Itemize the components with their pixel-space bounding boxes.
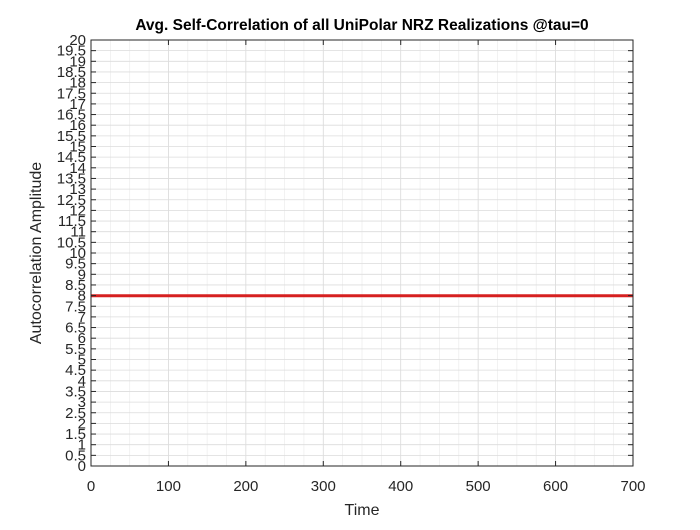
x-tick-label: 600 [543,478,568,495]
y-tick-label: 13 [69,181,86,198]
y-tick-label: 8.5 [65,277,86,294]
y-tick-label: 11.5 [58,213,86,230]
y-tick-label: 1.5 [65,426,86,443]
y-tick-label: 9.5 [65,256,86,273]
y-tick-label: 15.5 [57,128,86,145]
y-tick-label: 3.5 [65,383,86,400]
y-tick-label: 0.5 [65,447,86,464]
x-tick-label: 700 [620,478,645,495]
y-tick-label: 2.5 [65,405,86,422]
y-tick-label: 13.5 [57,170,86,187]
x-tick-label: 0 [87,478,95,495]
y-tick-label: 18.5 [57,64,86,81]
y-tick-label: 1 [78,437,86,454]
y-tick-label: 0 [78,458,86,475]
y-tick-label: 14 [69,160,86,177]
y-tick-label: 7 [78,309,86,326]
y-tick-label: 11 [70,224,86,241]
y-tick-label: 17 [69,96,86,113]
y-tick-label: 14.5 [57,149,86,166]
x-tick-label: 300 [311,478,336,495]
y-tick-label: 12.5 [57,192,86,209]
x-axis-label: Time [345,502,380,519]
y-tick-label: 10 [69,245,86,262]
y-tick-label: 10.5 [57,234,86,251]
x-tick-label: 200 [233,478,258,495]
y-tick-label: 20 [69,32,86,49]
y-tick-label: 15 [69,139,86,156]
y-tick-label: 5.5 [65,341,86,358]
y-tick-label: 16.5 [57,107,86,124]
y-tick-label: 18 [69,75,86,92]
x-tick-label: 400 [388,478,413,495]
y-tick-label: 19 [69,53,86,70]
y-tick-label: 6 [78,330,86,347]
y-tick-label: 6.5 [65,320,86,337]
y-tick-label: 16 [69,117,86,134]
y-tick-label: 5 [78,352,86,369]
y-tick-label: 9 [78,266,86,283]
y-tick-label: 8 [78,288,86,305]
y-tick-label: 17.5 [57,85,86,102]
y-tick-label: 2 [78,415,86,432]
y-tick-label: 4 [78,373,86,390]
y-axis: 00.511.522.533.544.555.566.577.588.599.5… [57,32,633,475]
y-tick-label: 4.5 [65,362,86,379]
x-tick-label: 100 [156,478,181,495]
y-axis-label: Autocorrelation Amplitude [28,162,45,344]
x-axis: 0 100 200 300 400 500 600 700 [87,40,646,495]
major-grid [90,39,634,467]
y-tick-label: 12 [69,202,86,219]
y-tick-label: 3 [78,394,86,411]
chart-title: Avg. Self-Correlation of all UniPolar NR… [135,17,588,34]
y-tick-label: 7.5 [65,298,86,315]
x-tick-label: 500 [466,478,491,495]
y-tick-label: 19.5 [57,43,86,60]
